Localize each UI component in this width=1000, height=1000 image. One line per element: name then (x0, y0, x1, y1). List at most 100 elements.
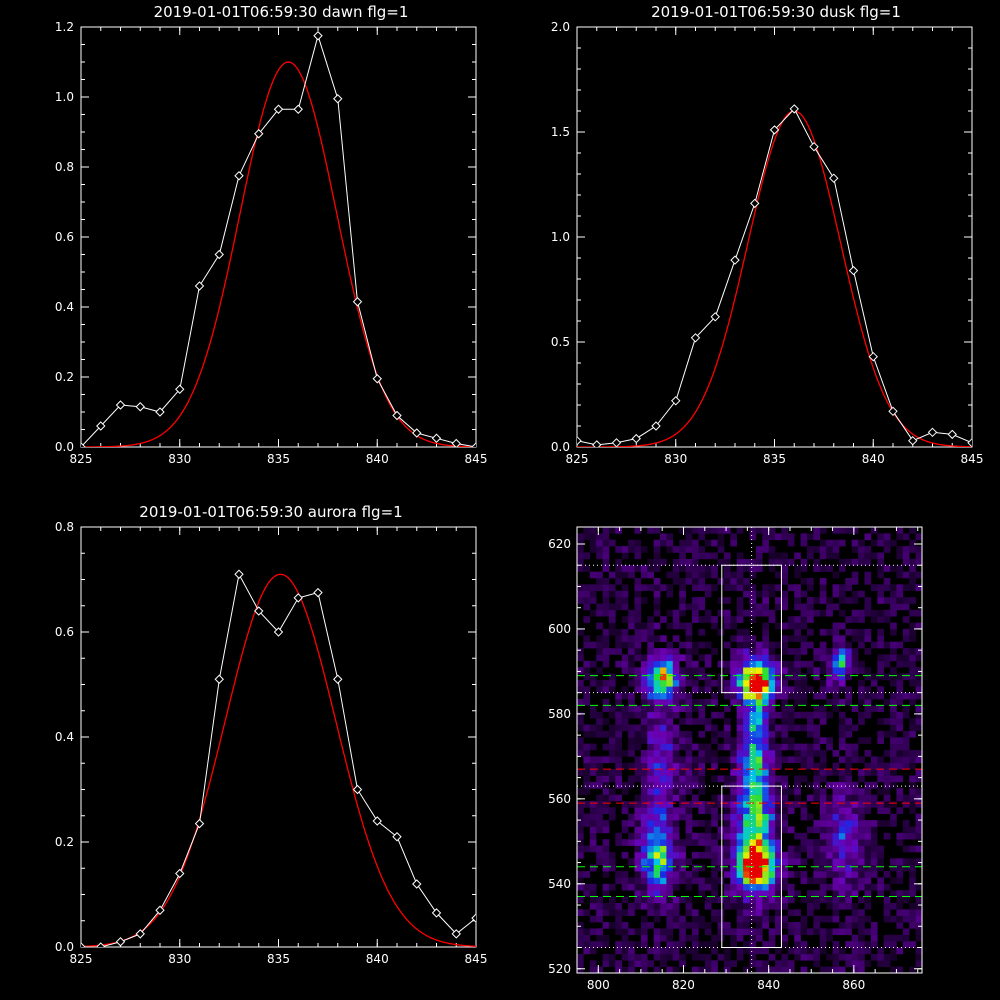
heatmap-cell (723, 558, 731, 566)
heatmap-cell (755, 558, 763, 566)
heatmap-cell (890, 609, 897, 617)
heatmap-cell (602, 686, 610, 693)
heatmap-cell (596, 711, 603, 719)
heatmap-cell (640, 597, 648, 604)
heatmap-cell (628, 813, 635, 821)
heatmap-cell (800, 616, 808, 623)
heatmap-cell (730, 871, 737, 878)
heatmap-cell (775, 571, 782, 579)
heatmap-cell (851, 628, 859, 636)
heatmap-cell (838, 871, 846, 878)
heatmap-cell (838, 724, 846, 732)
heatmap-cell (711, 858, 718, 865)
heatmap-cell (711, 813, 718, 821)
heatmap-cell (832, 839, 840, 846)
heatmap-cell (775, 686, 782, 693)
heatmap-cell (736, 858, 744, 865)
heatmap-cell (634, 807, 642, 814)
heatmap-cell (589, 941, 597, 948)
heatmap-cell (864, 692, 872, 700)
heatmap-cell (666, 641, 674, 649)
heatmap-cell (813, 839, 821, 846)
heatmap-cell (602, 546, 610, 553)
heatmap-cell (819, 941, 827, 948)
heatmap-cell (672, 909, 680, 916)
heatmap-cell (660, 762, 667, 770)
heatmap-cell (762, 654, 769, 662)
heatmap-cell (608, 705, 616, 713)
heatmap-cell (723, 953, 731, 961)
heatmap-cell (698, 743, 706, 751)
heatmap-cell (647, 832, 654, 840)
heatmap-cell (794, 711, 801, 719)
heatmap-cell (577, 839, 584, 846)
heatmap-cell (666, 947, 674, 955)
heatmap-cell (647, 527, 654, 534)
heatmap-cell (679, 654, 686, 662)
heatmap-cell (807, 851, 814, 859)
data-point (412, 879, 422, 889)
heatmap-cell (640, 775, 648, 783)
heatmap-cell (870, 794, 878, 802)
heatmap-cell (596, 915, 603, 923)
heatmap-cell (685, 781, 693, 789)
heatmap-cell (794, 851, 801, 859)
heatmap-cell (736, 801, 744, 808)
heatmap-cell (864, 686, 872, 693)
heatmap-cell (640, 839, 648, 846)
heatmap-cell (615, 641, 622, 649)
heatmap-cell (851, 609, 859, 617)
heatmap-cell (730, 667, 737, 674)
heatmap-cell (634, 686, 642, 693)
heatmap-cell (608, 960, 616, 967)
heatmap-cell (909, 756, 916, 764)
heatmap-cell (711, 947, 718, 955)
heatmap-cell (743, 851, 750, 859)
heatmap-cell (890, 584, 897, 591)
heatmap-cell (813, 826, 821, 834)
heatmap-cell (807, 877, 814, 885)
heatmap-cell (685, 533, 693, 541)
heatmap-cell (583, 820, 591, 827)
heatmap-cell (755, 603, 763, 611)
heatmap-cell (877, 565, 884, 572)
heatmap-cell (743, 928, 750, 936)
heatmap-cell (583, 552, 591, 560)
heatmap-cell (640, 801, 648, 808)
heatmap-cell (583, 775, 591, 783)
heatmap-cell (577, 679, 584, 687)
heatmap-cell (749, 616, 757, 623)
heatmap-cell (717, 928, 725, 936)
heatmap-cell (896, 527, 904, 534)
heatmap-cell (826, 628, 833, 636)
heatmap-cell (787, 947, 795, 955)
heatmap-cell (608, 539, 616, 547)
heatmap-cell (781, 858, 789, 865)
heatmap-cell (896, 934, 904, 942)
heatmap-cell (730, 578, 737, 585)
heatmap-cell (698, 953, 706, 961)
heatmap-cell (589, 673, 597, 681)
heatmap-cell (672, 947, 680, 955)
spectrogram-xtick-label: 820 (672, 978, 695, 992)
heatmap-cell (781, 941, 789, 948)
heatmap-cell (730, 845, 737, 853)
heatmap-cell (653, 648, 661, 655)
heatmap-cell (615, 781, 622, 789)
data-point (81, 942, 86, 947)
heatmap-cell (692, 839, 699, 846)
heatmap-cell (902, 628, 910, 636)
heatmap-cell (608, 609, 616, 617)
heatmap-cell (832, 527, 840, 534)
heatmap-cell (596, 934, 603, 942)
heatmap-cell (711, 584, 718, 591)
heatmap-cell (775, 813, 782, 821)
heatmap-cell (730, 648, 737, 655)
heatmap-cell (819, 864, 827, 872)
heatmap-cell (743, 590, 750, 598)
heatmap-cell (768, 730, 776, 738)
heatmap-cell (647, 909, 654, 916)
heatmap-cell (826, 839, 833, 846)
heatmap-cell (838, 832, 846, 840)
heatmap-cell (628, 609, 635, 617)
